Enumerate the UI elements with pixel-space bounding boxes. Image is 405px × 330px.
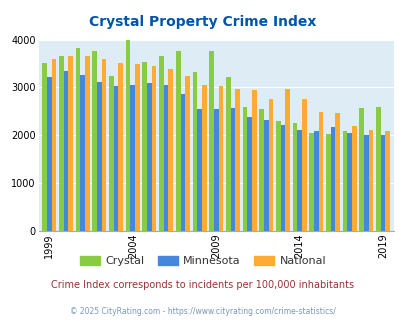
Bar (263, 120, 268, 231)
Text: Crime Index corresponds to incidents per 100,000 inhabitants: Crime Index corresponds to incidents per… (51, 280, 354, 290)
Bar (380, 135, 384, 231)
Bar (47, 78, 51, 231)
Bar (335, 113, 339, 231)
Bar (197, 109, 201, 231)
Bar (325, 134, 330, 231)
Bar (234, 89, 239, 231)
Bar (363, 135, 368, 231)
Bar (102, 59, 106, 231)
Bar (51, 59, 56, 231)
Bar (135, 63, 139, 231)
Bar (213, 110, 218, 231)
Bar (280, 125, 285, 231)
Bar (251, 90, 256, 231)
Bar (42, 63, 47, 231)
Legend: Crystal, Minnesota, National: Crystal, Minnesota, National (75, 251, 330, 271)
Bar (218, 85, 223, 231)
Bar (330, 127, 335, 231)
Bar (275, 121, 280, 231)
Bar (258, 109, 263, 231)
Bar (209, 51, 213, 231)
Bar (368, 130, 372, 231)
Bar (59, 56, 64, 231)
Bar (92, 51, 97, 231)
Bar (85, 56, 90, 231)
Bar (346, 133, 351, 231)
Bar (113, 86, 118, 231)
Bar (80, 75, 85, 231)
Bar (185, 76, 190, 231)
Bar (285, 89, 289, 231)
Bar (247, 116, 251, 231)
Bar (126, 40, 130, 231)
Bar (64, 71, 68, 231)
Bar (159, 56, 164, 231)
Bar (296, 130, 301, 231)
Bar (384, 131, 389, 231)
Bar (230, 108, 234, 231)
Bar (168, 69, 173, 231)
Bar (175, 51, 180, 231)
Bar (268, 99, 273, 231)
Bar (342, 131, 346, 231)
Bar (313, 130, 318, 231)
Bar (242, 107, 247, 231)
Bar (164, 84, 168, 231)
Bar (309, 133, 313, 231)
Bar (118, 63, 123, 231)
Bar (109, 77, 113, 231)
Bar (192, 72, 197, 231)
Bar (225, 77, 230, 231)
Bar (375, 107, 380, 231)
Bar (301, 99, 306, 231)
Bar (76, 48, 80, 231)
Bar (318, 112, 322, 231)
Bar (358, 108, 363, 231)
Bar (180, 94, 185, 231)
Bar (68, 56, 73, 231)
Text: © 2025 CityRating.com - https://www.cityrating.com/crime-statistics/: © 2025 CityRating.com - https://www.city… (70, 307, 335, 316)
Bar (147, 83, 151, 231)
Bar (292, 123, 296, 231)
Bar (97, 82, 102, 231)
Bar (351, 126, 356, 231)
Bar (151, 66, 156, 231)
Bar (201, 85, 206, 231)
Bar (130, 85, 135, 231)
Text: Crystal Property Crime Index: Crystal Property Crime Index (89, 15, 316, 29)
Bar (142, 62, 147, 231)
